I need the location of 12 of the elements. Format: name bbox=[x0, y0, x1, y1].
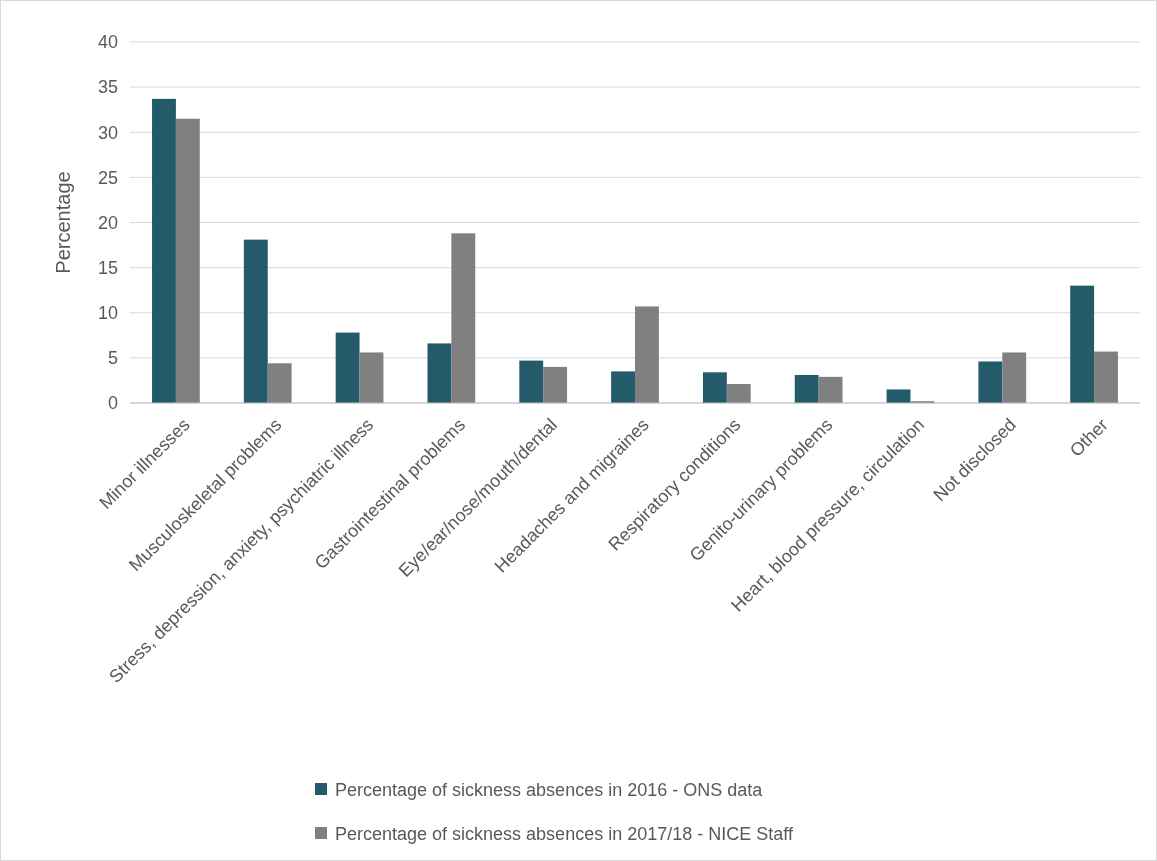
y-tick-label: 30 bbox=[97, 122, 118, 143]
y-tick-label: 10 bbox=[97, 303, 118, 324]
y-tick-label: 0 bbox=[107, 393, 118, 414]
y-tick-label: 40 bbox=[97, 32, 118, 53]
legend-label: Percentage of sickness absences in 2017/18 - NICE Staff bbox=[335, 824, 794, 845]
y-tick-label: 5 bbox=[107, 348, 118, 369]
y-tick-label: 35 bbox=[97, 77, 118, 98]
y-tick-label: 25 bbox=[97, 167, 118, 188]
y-axis-title: Percentage bbox=[52, 171, 74, 274]
legend-label: Percentage of sickness absences in 2016 - ONS data bbox=[335, 780, 764, 801]
y-tick-label: 20 bbox=[97, 212, 118, 233]
y-tick-label: 15 bbox=[97, 257, 118, 278]
